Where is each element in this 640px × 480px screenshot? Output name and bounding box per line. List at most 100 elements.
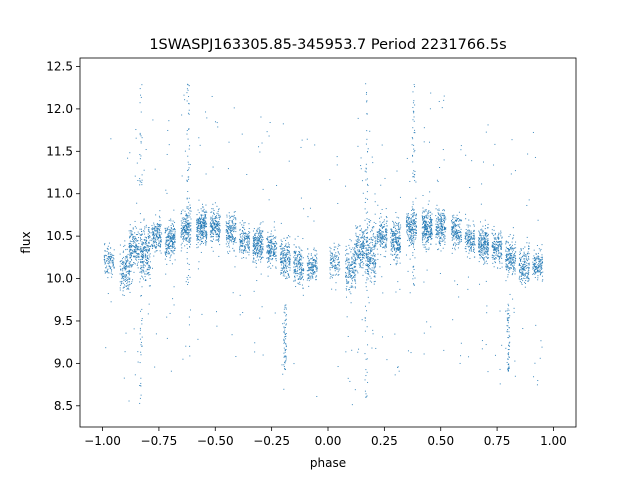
data-point	[294, 255, 296, 257]
data-point	[469, 242, 471, 244]
data-point	[471, 233, 473, 235]
data-point	[196, 234, 198, 236]
data-point	[167, 244, 169, 246]
data-point	[352, 286, 354, 288]
data-point	[337, 261, 339, 263]
data-point	[110, 138, 112, 140]
data-point	[132, 237, 134, 239]
data-point	[360, 266, 362, 268]
data-point	[425, 228, 427, 230]
data-point	[393, 240, 395, 242]
data-point	[204, 223, 206, 225]
data-point	[232, 218, 234, 220]
data-point	[225, 229, 227, 231]
data-point	[212, 221, 214, 223]
data-point	[369, 258, 371, 260]
data-point	[205, 236, 207, 238]
data-point	[243, 236, 245, 238]
data-point	[230, 240, 232, 242]
data-point	[107, 268, 109, 270]
data-point	[105, 347, 107, 349]
data-point	[275, 254, 277, 256]
data-point	[392, 233, 394, 235]
data-point	[444, 227, 446, 229]
data-point	[156, 231, 158, 233]
data-point	[166, 337, 168, 339]
data-point	[258, 239, 260, 241]
data-point	[406, 220, 408, 222]
data-point	[184, 245, 186, 247]
data-point	[148, 237, 150, 239]
data-point	[239, 229, 241, 231]
data-point	[254, 240, 256, 242]
data-point	[228, 222, 230, 224]
data-point	[153, 224, 155, 226]
data-point	[444, 244, 446, 245]
data-point	[396, 241, 398, 243]
data-point	[196, 235, 198, 237]
data-point	[283, 237, 285, 239]
data-point	[371, 269, 373, 271]
data-point	[242, 231, 244, 233]
data-point	[227, 226, 229, 228]
data-point	[361, 236, 363, 238]
data-point	[380, 242, 382, 244]
data-point	[271, 241, 273, 243]
data-point	[459, 232, 461, 234]
data-point	[370, 272, 372, 274]
data-point	[151, 240, 153, 242]
data-point	[361, 267, 363, 269]
data-point	[145, 251, 147, 253]
data-point	[468, 245, 470, 247]
data-point	[346, 281, 348, 283]
data-point	[386, 217, 388, 219]
data-point	[200, 224, 202, 226]
data-point	[166, 249, 168, 251]
data-point	[297, 261, 299, 263]
data-point	[282, 262, 284, 264]
data-point	[430, 220, 432, 222]
data-point	[158, 235, 160, 237]
data-point	[243, 248, 245, 250]
data-point	[211, 223, 213, 225]
data-point	[425, 225, 427, 227]
data-point	[270, 252, 272, 254]
data-point	[410, 229, 412, 231]
data-point	[422, 215, 424, 217]
data-point	[151, 247, 153, 249]
data-point	[225, 231, 227, 233]
data-point	[123, 274, 125, 276]
data-point	[422, 222, 424, 224]
data-point	[367, 237, 369, 239]
data-point	[330, 273, 332, 275]
data-point	[273, 243, 275, 245]
data-point	[394, 333, 396, 335]
data-point	[298, 273, 300, 275]
data-point	[157, 233, 159, 235]
data-point	[190, 237, 192, 239]
data-point	[399, 243, 401, 245]
data-point	[367, 257, 369, 259]
data-point	[111, 256, 113, 258]
data-point	[169, 235, 171, 237]
data-point	[273, 221, 275, 223]
data-point	[189, 276, 191, 278]
data-point	[286, 236, 288, 238]
data-point	[408, 236, 410, 238]
data-point	[147, 227, 149, 229]
data-point	[310, 264, 312, 266]
data-point	[421, 239, 423, 241]
data-point	[180, 234, 182, 236]
data-point	[366, 264, 368, 266]
data-point	[370, 258, 372, 260]
data-point	[149, 285, 151, 287]
data-point	[425, 234, 427, 236]
data-point	[316, 268, 318, 270]
data-point	[212, 215, 214, 217]
data-point	[395, 291, 397, 293]
data-point	[240, 236, 242, 238]
data-point	[284, 255, 286, 257]
data-point	[395, 238, 397, 240]
data-point	[144, 246, 146, 248]
data-point	[259, 256, 261, 258]
